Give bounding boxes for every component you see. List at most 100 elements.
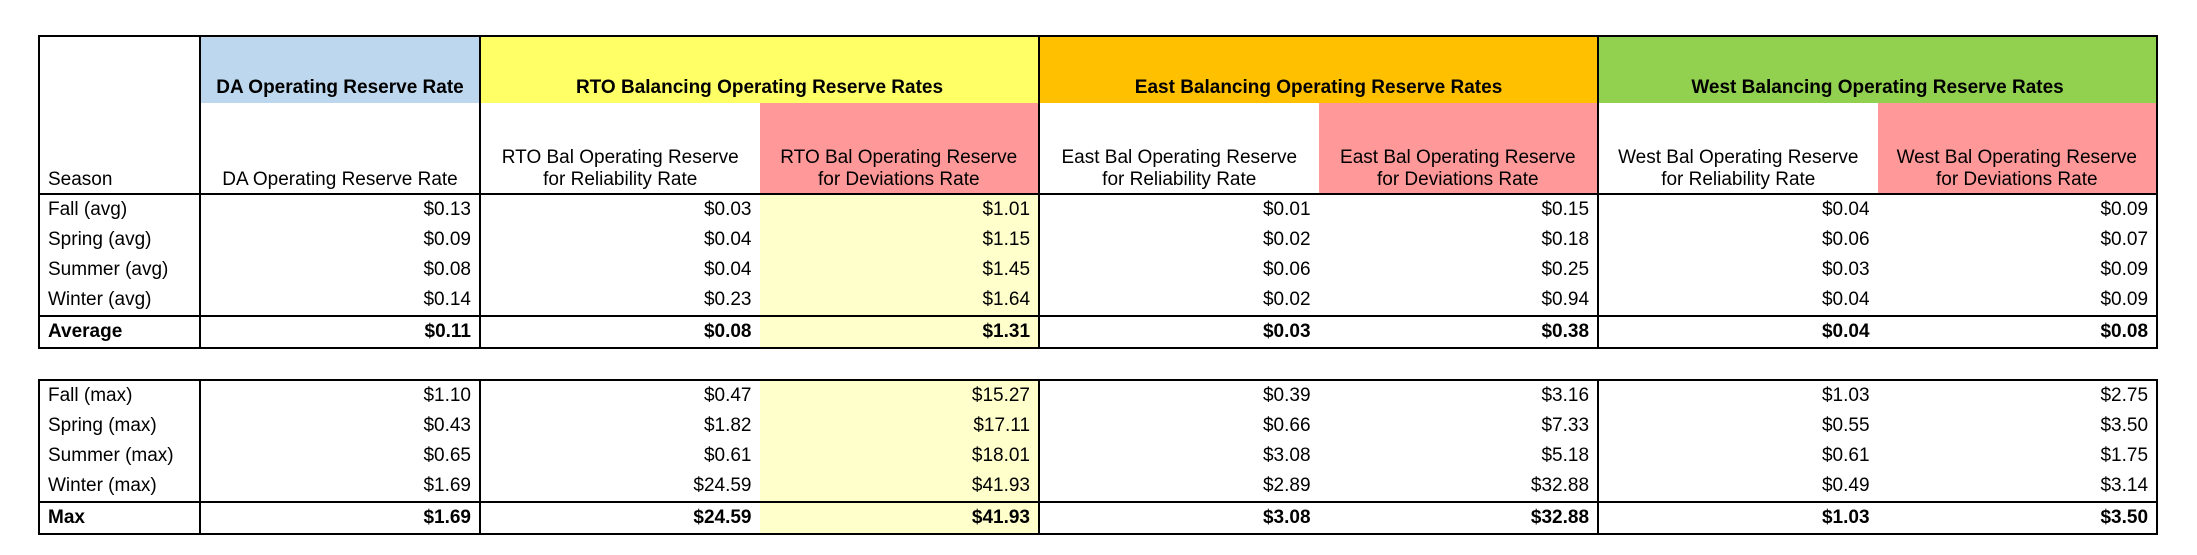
east-reliability-cell: $0.03 <box>1039 315 1319 349</box>
table-row: Fall (max) $1.10 $0.47 $15.27 $0.39 $3.1… <box>38 379 2159 411</box>
rto-reliability-cell: $0.04 <box>703 259 752 281</box>
max-total-row: Max $1.69 $24.59 $41.93 $3.08 $32.88 $1.… <box>38 501 2159 535</box>
table-row: Spring (max) $0.43 $1.82 $17.11 $0.66 $7… <box>38 411 2159 441</box>
west-deviations-cell: $3.50 <box>1877 501 2159 535</box>
da-rate-cell: $1.69 <box>200 501 481 535</box>
season-cell: Fall (max) <box>38 379 201 411</box>
total-label-cell: Average <box>38 315 201 349</box>
west-deviations-cell: $0.09 <box>1877 285 2159 316</box>
west-deviations-cell: $0.09 <box>1877 194 2159 225</box>
west-deviations-cell: $2.75 <box>1877 379 2159 411</box>
rto-deviations-cell: $17.11 <box>759 411 1041 441</box>
rto-deviations-cell: $41.93 <box>759 471 1041 502</box>
season-cell: Summer (max) <box>38 441 201 471</box>
east-deviations-cell: $7.33 <box>1318 411 1600 441</box>
column-header-east-deviations: East Bal Operating Reserve for Deviation… <box>1318 103 1600 195</box>
total-label-cell: Max <box>38 501 201 535</box>
da-rate-cell: $0.09 <box>200 225 481 255</box>
west-reliability-cell: $0.06 <box>1821 229 1870 251</box>
west-deviations-cell: $0.08 <box>1877 315 2159 349</box>
rto-reliability-cell: $24.59 <box>480 501 760 535</box>
east-reliability-cell: $0.01 <box>1262 199 1311 221</box>
table-row: Winter (max) $1.69 $24.59 $41.93 $2.89 $… <box>38 471 2159 502</box>
rto-deviations-cell: $1.31 <box>759 315 1041 349</box>
table-row: Spring (avg) $0.09 $0.04 $1.15 $0.02 $0.… <box>38 225 2159 255</box>
east-reliability-cell: $3.08 <box>1039 501 1319 535</box>
average-total-row: Average $0.11 $0.08 $1.31 $0.03 $0.38 $0… <box>38 315 2159 349</box>
table-row: Summer (max) $0.65 $0.61 $18.01 $3.08 $5… <box>38 441 2159 471</box>
rto-deviations-cell: $15.27 <box>759 379 1041 411</box>
west-reliability-cell: $1.03 <box>1598 501 1878 535</box>
season-cell: Spring (max) <box>38 411 201 441</box>
column-header-rto-deviations: RTO Bal Operating Reserve for Deviations… <box>759 103 1041 195</box>
group-header-east: East Balancing Operating Reserve Rates <box>1039 35 1600 103</box>
group-header-da: DA Operating Reserve Rate <box>200 35 481 103</box>
east-deviations-cell: $5.18 <box>1318 441 1600 471</box>
column-header-west-reliability: West Bal Operating Reserve for Reliabili… <box>1598 103 1878 195</box>
da-rate-cell: $0.13 <box>200 194 481 225</box>
west-deviations-cell: $3.14 <box>1877 471 2159 502</box>
operating-reserve-rates-table: DA Operating Reserve Rate RTO Balancing … <box>38 35 2159 535</box>
column-header-west-deviations: West Bal Operating Reserve for Deviation… <box>1877 103 2159 195</box>
west-reliability-cell: $0.61 <box>1821 445 1870 467</box>
group-header-row: DA Operating Reserve Rate RTO Balancing … <box>38 35 2159 103</box>
west-reliability-cell: $1.03 <box>1598 379 1878 411</box>
column-header-season: Season <box>38 103 201 195</box>
east-reliability-cell: $0.02 <box>1262 229 1311 251</box>
east-reliability-cell: $0.06 <box>1262 259 1311 281</box>
rto-deviations-cell: $1.64 <box>759 285 1041 316</box>
west-reliability-cell: $0.04 <box>1821 289 1870 311</box>
column-header-rto-reliability: RTO Bal Operating Reserve for Reliabilit… <box>480 103 760 195</box>
season-group-spacer <box>38 35 201 103</box>
west-reliability-cell: $0.04 <box>1821 199 1870 221</box>
west-deviations-cell: $0.09 <box>1877 255 2159 285</box>
east-reliability-cell: $2.89 <box>1262 475 1311 497</box>
group-header-west: West Balancing Operating Reserve Rates <box>1598 35 2159 103</box>
rto-reliability-cell: $0.61 <box>703 445 752 467</box>
da-rate-cell: $1.69 <box>200 471 481 502</box>
group-header-rto: RTO Balancing Operating Reserve Rates <box>480 35 1041 103</box>
da-rate-cell: $0.14 <box>200 285 481 316</box>
da-rate-cell: $1.10 <box>200 379 481 411</box>
rto-reliability-cell: $1.82 <box>703 415 752 437</box>
section-gap <box>39 348 2157 380</box>
column-header-da: DA Operating Reserve Rate <box>200 103 481 195</box>
east-reliability-cell: $3.08 <box>1262 445 1311 467</box>
east-deviations-cell: $32.88 <box>1318 501 1600 535</box>
rto-reliability-cell: $0.03 <box>703 199 752 221</box>
da-rate-cell: $0.08 <box>200 255 481 285</box>
east-reliability-cell: $0.02 <box>1262 289 1311 311</box>
rto-deviations-cell: $1.15 <box>759 225 1041 255</box>
da-rate-cell: $0.43 <box>200 411 481 441</box>
west-deviations-cell: $3.50 <box>1877 411 2159 441</box>
east-deviations-cell: $0.25 <box>1318 255 1600 285</box>
season-cell: Summer (avg) <box>38 255 201 285</box>
table-row: Fall (avg) $0.13 $0.03 $1.01 $0.01 $0.15… <box>38 194 2159 225</box>
column-header-row: Season DA Operating Reserve Rate RTO Bal… <box>38 103 2159 195</box>
rto-reliability-cell: $0.23 <box>703 289 752 311</box>
rto-deviations-cell: $41.93 <box>759 501 1041 535</box>
rto-reliability-cell: $0.04 <box>703 229 752 251</box>
season-cell: Winter (avg) <box>38 285 201 316</box>
east-reliability-cell: $0.66 <box>1262 415 1311 437</box>
east-deviations-cell: $0.38 <box>1318 315 1600 349</box>
east-deviations-cell: $0.18 <box>1318 225 1600 255</box>
east-deviations-cell: $0.94 <box>1318 285 1600 316</box>
rto-reliability-cell: $0.08 <box>480 315 760 349</box>
rto-deviations-cell: $18.01 <box>759 441 1041 471</box>
west-deviations-cell: $1.75 <box>1877 441 2159 471</box>
rto-deviations-cell: $1.01 <box>759 194 1041 225</box>
west-deviations-cell: $0.07 <box>1877 225 2159 255</box>
table-row: Summer (avg) $0.08 $0.04 $1.45 $0.06 $0.… <box>38 255 2159 285</box>
east-deviations-cell: $0.15 <box>1318 194 1600 225</box>
season-cell: Fall (avg) <box>38 194 201 225</box>
east-reliability-cell: $0.39 <box>1039 379 1319 411</box>
west-reliability-cell: $0.55 <box>1821 415 1870 437</box>
section-gap-cell <box>39 348 2157 380</box>
table-row: Winter (avg) $0.14 $0.23 $1.64 $0.02 $0.… <box>38 285 2159 316</box>
west-reliability-cell: $0.49 <box>1821 475 1870 497</box>
rto-reliability-cell: $24.59 <box>693 475 752 497</box>
west-reliability-cell: $0.04 <box>1598 315 1878 349</box>
east-deviations-cell: $3.16 <box>1318 379 1600 411</box>
da-rate-cell: $0.65 <box>200 441 481 471</box>
